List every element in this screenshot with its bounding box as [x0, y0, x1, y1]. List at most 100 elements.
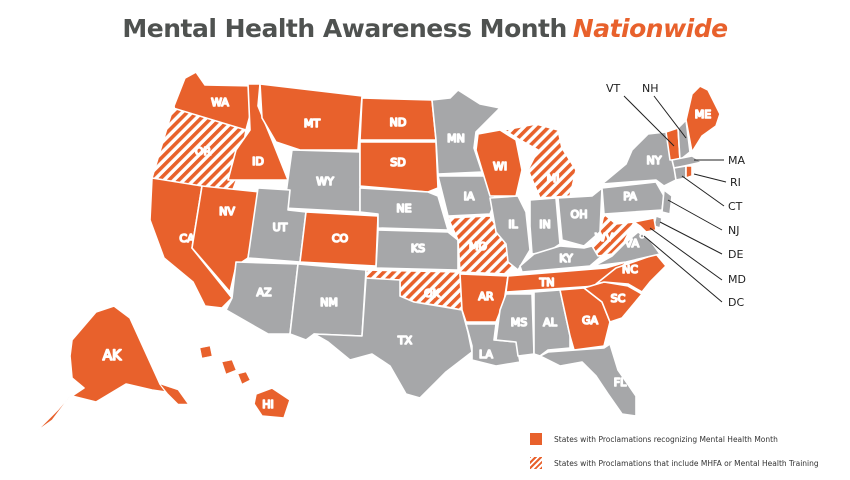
state-mi[interactable]: MI: [503, 123, 577, 199]
ks-shape: [375, 229, 459, 271]
state-nd[interactable]: ND: [359, 97, 437, 141]
tn-label: TN: [539, 276, 555, 289]
state-va[interactable]: VA: [593, 231, 661, 267]
state-ca[interactable]: CA: [149, 177, 233, 309]
sd-label: SD: [390, 156, 405, 169]
callout-lines: [623, 95, 727, 303]
state-in[interactable]: IN: [529, 197, 561, 255]
state-al[interactable]: AL: [533, 289, 571, 357]
mo-shape: [447, 215, 517, 275]
page-title: Mental Health Awareness Month Nationwide: [0, 14, 850, 43]
state-hi[interactable]: HI: [199, 345, 291, 419]
mt-label: MT: [304, 117, 320, 130]
ms-shape: [495, 293, 535, 357]
state-ne[interactable]: NE: [359, 187, 449, 231]
nd-label: ND: [390, 116, 407, 129]
state-co[interactable]: CO: [299, 211, 379, 267]
callout-nj: NJ: [728, 224, 739, 237]
callout-de: DE: [728, 248, 743, 261]
state-pa[interactable]: PA: [601, 181, 665, 215]
or-label: OR: [195, 145, 212, 158]
nj-shape: [661, 189, 673, 215]
ak-panhandle: [159, 383, 189, 405]
nm-label: NM: [320, 296, 338, 309]
mo-label: MO: [469, 240, 487, 253]
state-la[interactable]: LA: [465, 323, 521, 367]
va-label: VA: [625, 237, 640, 250]
ks-label: KS: [411, 242, 425, 255]
state-az[interactable]: AZ: [225, 261, 299, 335]
legend-label-mhfa: States with Proclamations that include M…: [554, 458, 819, 468]
or-shape: [151, 107, 247, 193]
me-label: ME: [695, 108, 711, 121]
fl-label: FL: [614, 376, 627, 389]
state-mn[interactable]: MN: [431, 89, 501, 175]
state-me[interactable]: ME: [685, 85, 721, 153]
callout-ri: RI: [730, 176, 741, 189]
callout-labels: VT NH MA RI CT NJ DE MD DC: [606, 82, 746, 309]
fl-shape: [539, 343, 637, 417]
state-wi[interactable]: WI: [475, 129, 523, 197]
legend: States with Proclamations recognizing Me…: [530, 432, 819, 480]
mn-shape: [431, 89, 501, 175]
ma-shape: [671, 155, 703, 169]
sd-shape: [359, 141, 439, 193]
state-ma[interactable]: [671, 155, 703, 169]
state-ri[interactable]: [685, 165, 693, 179]
state-tx[interactable]: TX: [313, 277, 473, 399]
state-fl[interactable]: FL: [539, 343, 637, 417]
ar-label: AR: [478, 290, 494, 303]
state-sd[interactable]: SD: [359, 141, 439, 193]
hi-label: HI: [262, 398, 274, 411]
state-nh[interactable]: [677, 119, 691, 161]
ms-label: MS: [511, 316, 527, 329]
callout-ct: CT: [728, 200, 743, 213]
hi-big-island: [253, 387, 291, 419]
callout-nh: NH: [642, 82, 659, 95]
pa-label: PA: [623, 190, 637, 203]
state-ms[interactable]: MS: [495, 293, 535, 357]
state-mt[interactable]: MT: [259, 83, 363, 151]
state-ok[interactable]: OK: [365, 269, 463, 311]
nc-label: NC: [622, 263, 638, 276]
state-mo[interactable]: MO: [447, 215, 517, 275]
oh-label: OH: [571, 208, 588, 221]
state-il[interactable]: IL: [489, 195, 531, 271]
state-ar[interactable]: AR: [459, 273, 509, 323]
az-label: AZ: [256, 286, 272, 299]
ny-shape: [601, 131, 677, 187]
mi-shape: [503, 123, 577, 199]
ky-label: KY: [559, 252, 573, 265]
mi-label: MI: [547, 172, 560, 185]
il-label: IL: [508, 218, 518, 231]
wv-label: WV: [595, 231, 614, 244]
ne-label: NE: [396, 202, 411, 215]
la-shape: [465, 323, 521, 367]
legend-swatch-hatched: [530, 457, 542, 469]
state-ak[interactable]: AK: [37, 305, 189, 431]
callout-md: MD: [728, 273, 746, 286]
state-ny[interactable]: NY: [601, 131, 677, 187]
in-label: IN: [539, 218, 550, 231]
ak-shape: [69, 305, 167, 403]
state-nc[interactable]: NC: [595, 253, 667, 293]
al-label: AL: [543, 316, 558, 329]
ne-shape: [359, 187, 449, 231]
ak-aleutians: [37, 395, 71, 431]
state-or[interactable]: OR: [151, 107, 247, 193]
co-label: CO: [332, 232, 349, 245]
id-label: ID: [252, 155, 264, 168]
ak-label: AK: [103, 348, 123, 364]
state-nj[interactable]: [661, 189, 673, 215]
state-ks[interactable]: KS: [375, 229, 459, 271]
state-wv[interactable]: WV: [591, 213, 635, 257]
state-ia[interactable]: IA: [437, 175, 497, 217]
legend-row-mhfa: States with Proclamations that include M…: [530, 456, 819, 470]
state-dc[interactable]: [639, 233, 645, 239]
tx-shape: [313, 277, 473, 399]
callout-vt: VT: [606, 82, 621, 95]
state-wy[interactable]: WY: [283, 149, 361, 213]
ut-label: UT: [273, 221, 288, 234]
state-nm[interactable]: NM: [289, 263, 367, 341]
